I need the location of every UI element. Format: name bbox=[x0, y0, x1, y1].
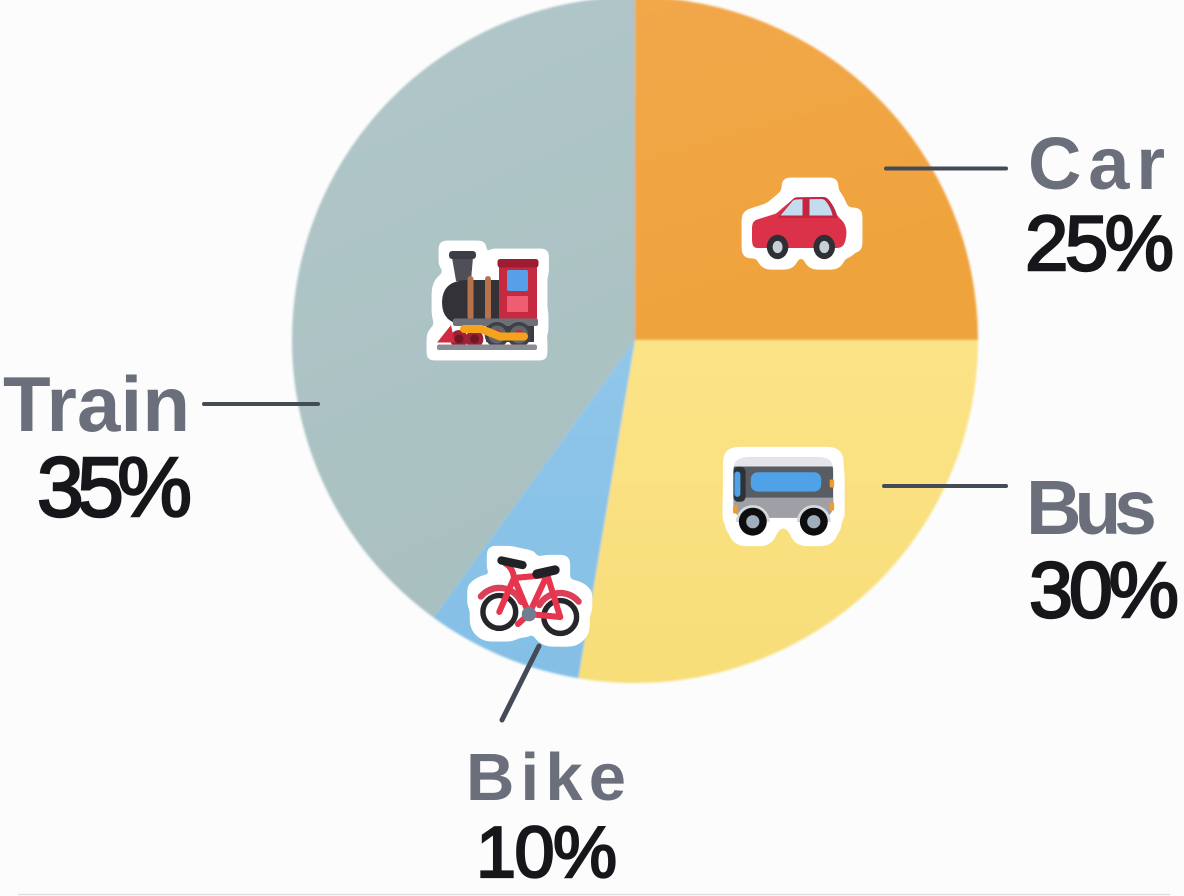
svg-text:Car: Car bbox=[1028, 122, 1165, 205]
svg-text:Bus: Bus bbox=[1026, 465, 1157, 551]
svg-text:25%: 25% bbox=[1025, 199, 1174, 287]
svg-text:10%: 10% bbox=[476, 813, 617, 893]
svg-text:Bike: Bike bbox=[466, 740, 626, 815]
svg-text:Train: Train bbox=[3, 360, 190, 448]
svg-text:30%: 30% bbox=[1029, 545, 1179, 634]
svg-text:35%: 35% bbox=[37, 440, 192, 534]
